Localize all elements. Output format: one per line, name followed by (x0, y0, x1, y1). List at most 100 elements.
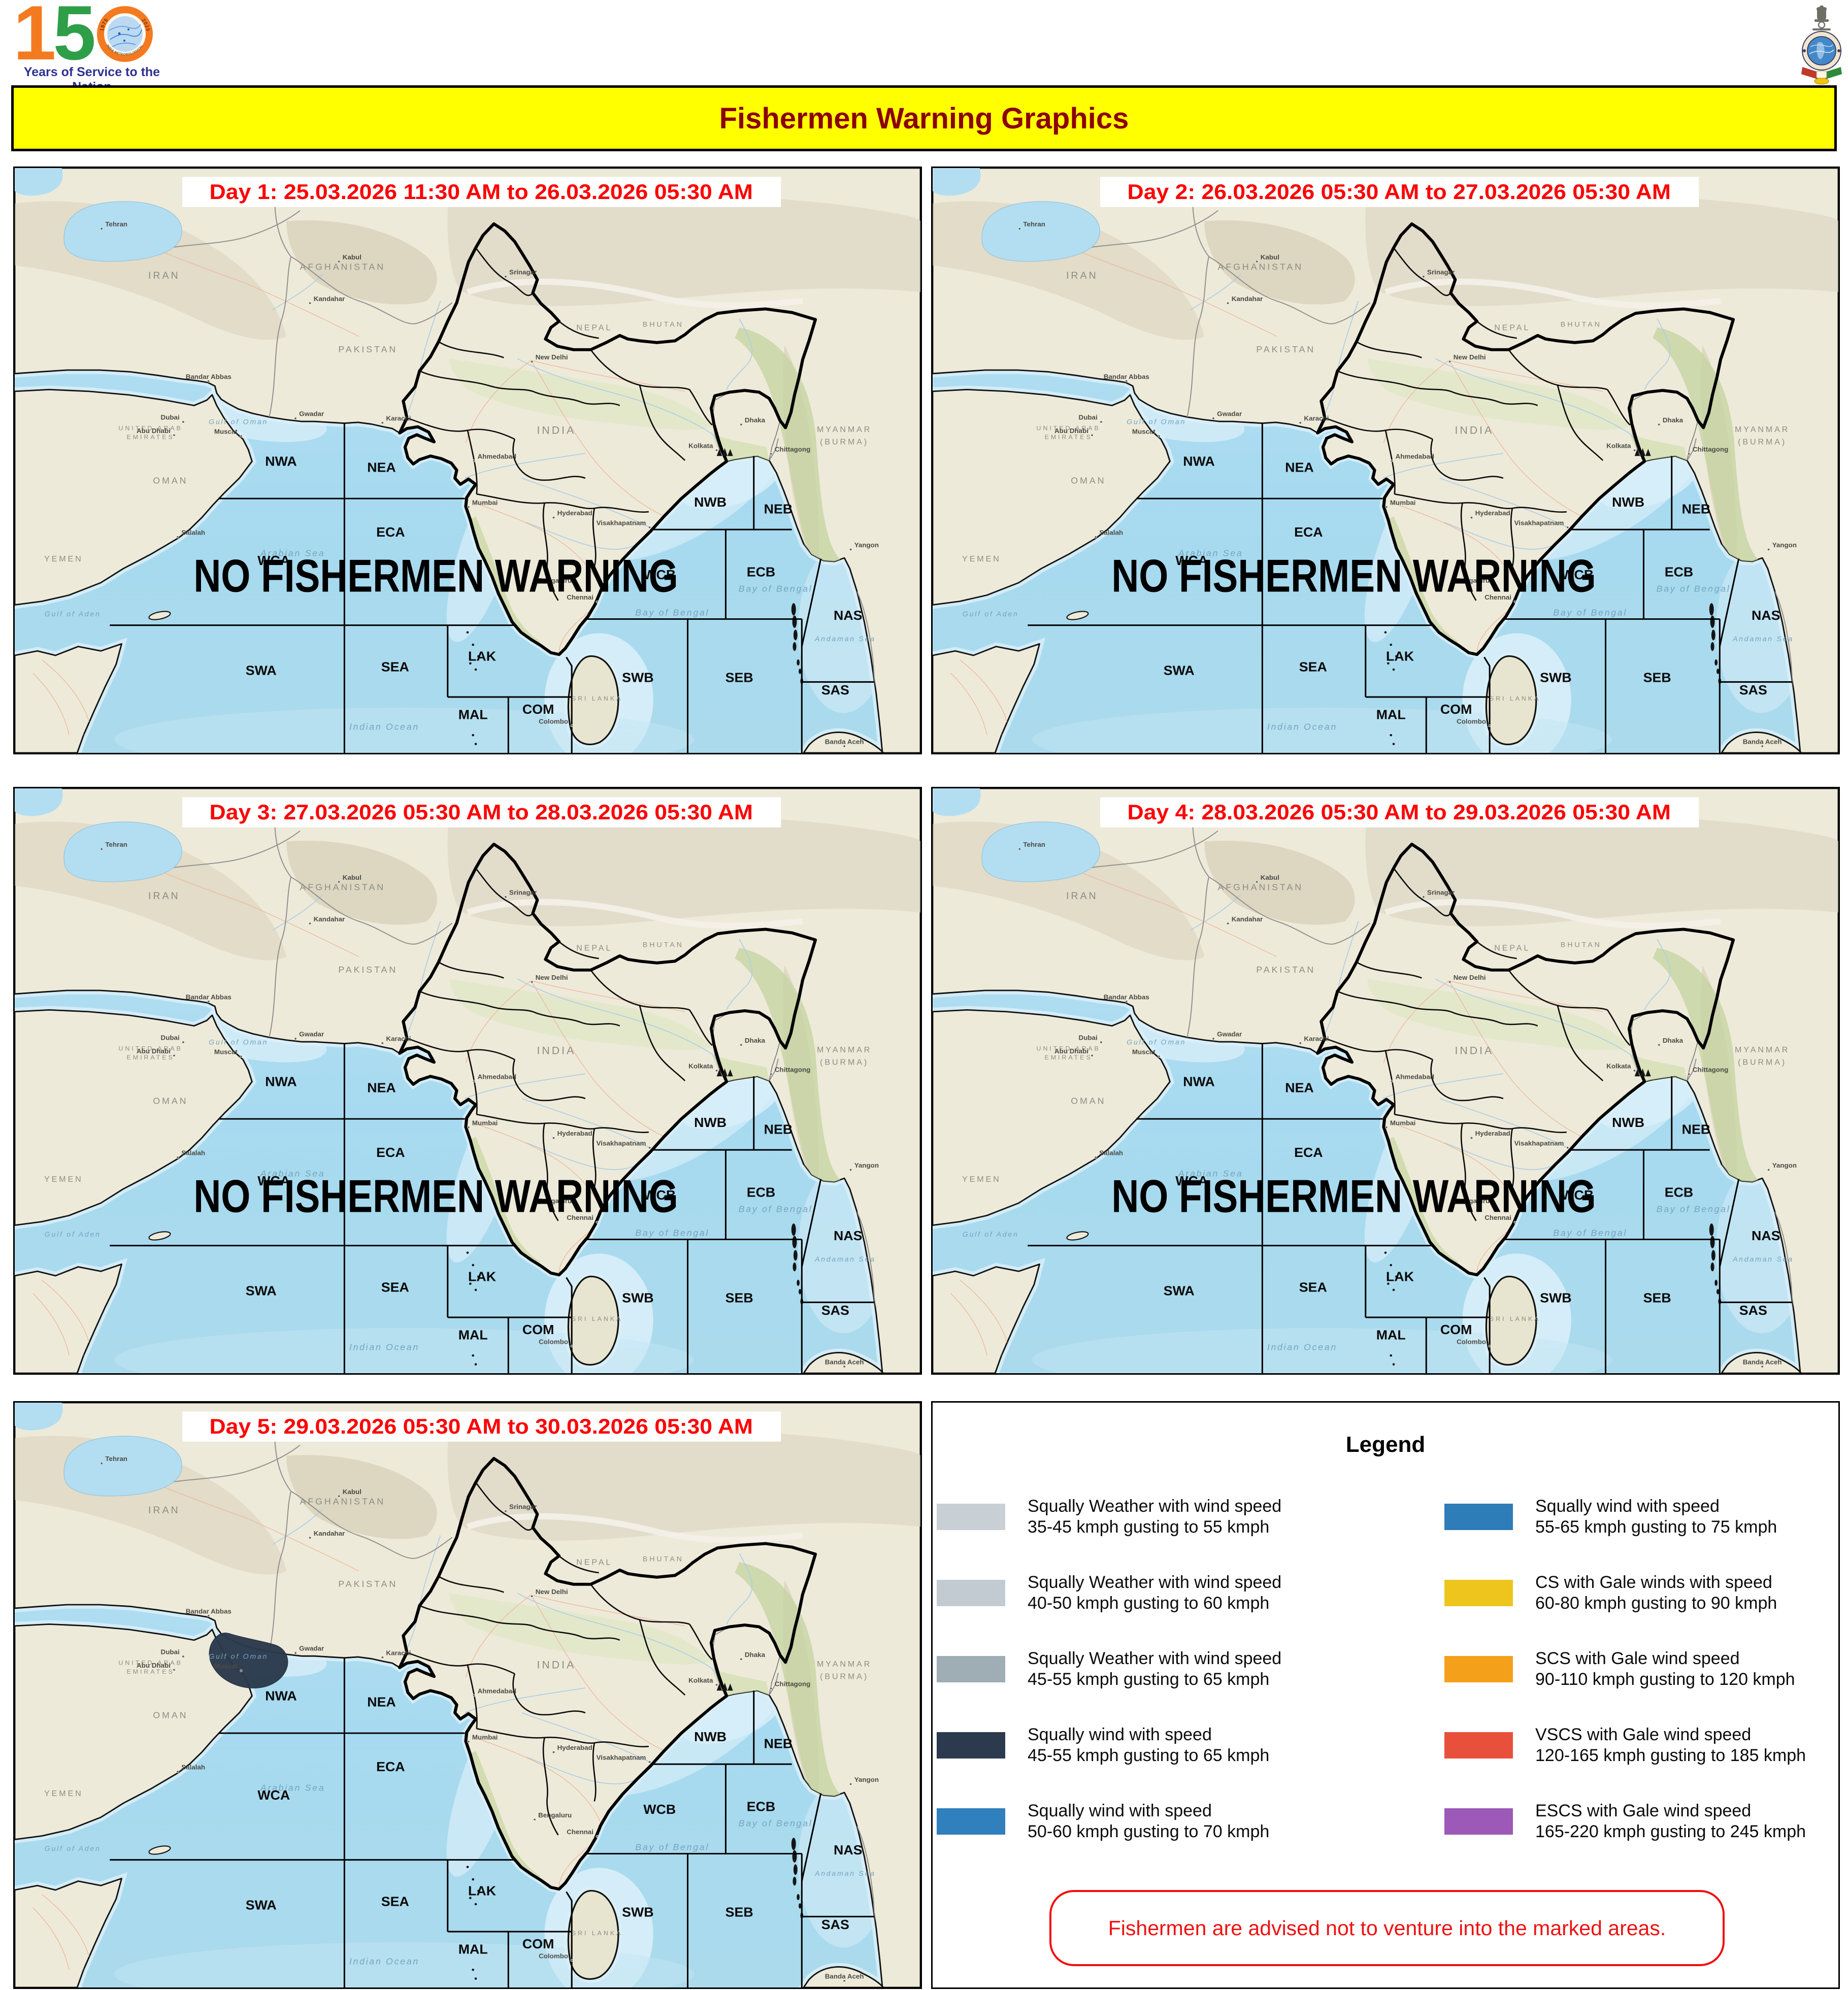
zone-boundary-line (1483, 656, 1491, 753)
legend-line1: Squally Weather with wind speed (1028, 1496, 1282, 1516)
legend-line2: 60-80 kmph gusting to 90 kmph (1535, 1594, 1777, 1613)
legend-line1: ESCS with Gale wind speed (1535, 1801, 1752, 1820)
city-label: Colombo (539, 718, 568, 725)
city-label: Tehran (105, 1455, 127, 1463)
city-label: Mumbai (1390, 499, 1415, 506)
page-title: Fishermen Warning Graphics (719, 102, 1129, 135)
zone-label-WCB: WCB (643, 1802, 676, 1817)
country-label: YEMEN (962, 1175, 1001, 1184)
legend-item-text: Squally Weather with wind speed 40-50 kmp… (1028, 1572, 1281, 1614)
city-label: Dubai (161, 1648, 180, 1656)
sea-label: Bay of Bengal (635, 608, 709, 618)
city-label: Karachi (386, 1035, 411, 1043)
legend-item-text: Squally Weather with wind speed 35-45 kmp… (1028, 1496, 1281, 1538)
legend-item-text: ESCS with Gale wind speed 165-220 kmph gu… (1535, 1801, 1806, 1843)
zone-label-NEA: NEA (367, 1695, 395, 1710)
socotra-island (148, 1845, 171, 1855)
panel-title-day2: Day 2: 26.03.2026 05:30 AM to 27.03.2026… (1128, 180, 1671, 204)
legend-line1: CS with Gale winds with speed (1535, 1572, 1772, 1592)
zone-label-SWB: SWB (622, 1905, 653, 1920)
country-label: NEPAL (576, 1558, 612, 1567)
legend-line2: 45-55 kmph gusting to 65 kmph (1028, 1670, 1270, 1689)
legend-item-text: Squally wind with speed 50-60 kmph gustin… (1028, 1801, 1269, 1843)
country-label: EMIRATES (126, 1054, 174, 1061)
sea-label: Bay of Bengal (635, 1228, 709, 1238)
country-label: NEPAL (576, 944, 612, 953)
country-label: INDIA (537, 1660, 576, 1671)
city-label: New Delhi (1454, 353, 1486, 361)
legend-swatch (937, 1732, 1005, 1759)
map-day3: Arabian Sea Bay of Bengal Bay of Bengal And… (15, 788, 920, 1373)
city-label: Dhaka (745, 1651, 766, 1659)
legend-item: CS with Gale winds with speed 60-80 kmph … (1385, 1555, 1838, 1631)
zone-label-SAS: SAS (821, 1303, 849, 1318)
legend-swatch (937, 1808, 1005, 1835)
title-banner: Fishermen Warning Graphics (11, 85, 1837, 151)
city-label: Gwadar (299, 1645, 324, 1652)
city-label: Mumbai (472, 1733, 498, 1741)
legend-item: Squally Weather with wind speed 40-50 kmp… (933, 1555, 1385, 1631)
legend-line1: VSCS with Gale wind speed (1535, 1724, 1752, 1744)
legend-line2: 55-65 kmph gusting to 75 kmph (1535, 1517, 1777, 1537)
zone-label-COM: COM (522, 702, 554, 717)
zone-boundary-line (566, 656, 573, 753)
zone-label-NEA: NEA (367, 460, 395, 475)
city-label: Kabul (343, 1488, 361, 1496)
city-label: Karachi (386, 415, 411, 422)
country-label: IRAN (148, 890, 180, 902)
zone-label-SWB: SWB (622, 1290, 653, 1306)
city-label: Chennai (1484, 1214, 1511, 1221)
zone-label-NWA: NWA (265, 1074, 296, 1089)
country-label: BHUTAN (643, 941, 684, 949)
country-label: MYANMAR (1735, 425, 1790, 434)
city-label: Ahmedabad (1396, 1073, 1434, 1081)
city-label: Chittagong (775, 446, 811, 453)
city-label: Tehran (1023, 841, 1045, 848)
zone-boundary-line (801, 1793, 822, 1881)
city-label: Yangon (854, 1776, 879, 1783)
zone-label-SWB: SWB (1540, 670, 1571, 685)
legend-item-text: CS with Gale winds with speed 60-80 kmph … (1535, 1572, 1777, 1614)
zone-boundary-line (566, 1891, 573, 1987)
city-label: Gwadar (299, 410, 324, 418)
city-label: Gwadar (1217, 1031, 1242, 1038)
sea-label: Indian Ocean (349, 722, 419, 732)
zone-label-SAS: SAS (821, 682, 849, 698)
zone-label-NWB: NWB (694, 1729, 727, 1744)
country-label: BHUTAN (643, 320, 684, 328)
country-label: INDIA (537, 425, 576, 437)
sea-label: Bay of Bengal (739, 584, 813, 594)
country-label: EMIRATES (126, 1668, 174, 1675)
country-label: IRAN (148, 270, 180, 281)
imd-emblem-icon (1800, 5, 1843, 85)
city-label: Muscat (1132, 428, 1156, 436)
country-label: SRI LANKA (572, 1930, 623, 1937)
country-label: UNITED ARAB (1036, 1045, 1100, 1052)
caspian-sea (981, 201, 1100, 262)
country-label: MYANMAR (1735, 1046, 1790, 1054)
country-label: SRI LANKA (1490, 695, 1541, 702)
sea-label: Andaman Sea (814, 1869, 876, 1877)
city-label: Yangon (854, 1162, 879, 1169)
zone-label-MAL: MAL (458, 1942, 488, 1957)
zone-label-WCA: WCA (257, 1787, 290, 1803)
legend-item: Squally Weather with wind speed 45-55 kmp… (933, 1631, 1385, 1707)
country-label: EMIRATES (1044, 1054, 1092, 1061)
zone-label-SEA: SEA (381, 1894, 409, 1909)
legend-swatch (937, 1504, 1005, 1530)
zone-boundary-line (801, 558, 822, 647)
country-label: YEMEN (962, 555, 1001, 563)
zone-label-SEB: SEB (1643, 670, 1671, 685)
map-panel-day2: Arabian Sea Bay of Bengal Bay of Bengal And… (931, 167, 1840, 754)
india-outline (1316, 222, 1735, 656)
india-outline (398, 1456, 817, 1891)
country-label: IRAN (148, 1505, 180, 1516)
zone-label-COM: COM (522, 1322, 554, 1337)
sea-label: Bay of Bengal (1657, 1204, 1731, 1214)
zone-label-SAS: SAS (1739, 682, 1767, 698)
zone-label-COM: COM (522, 1936, 554, 1951)
country-label: PAKISTAN (338, 965, 398, 975)
advisory-text: Fishermen are advised not to venture int… (1108, 1916, 1666, 1940)
legend-line2: 90-110 kmph gusting to 120 kmph (1535, 1670, 1795, 1689)
zone-label-MAL: MAL (458, 707, 488, 722)
